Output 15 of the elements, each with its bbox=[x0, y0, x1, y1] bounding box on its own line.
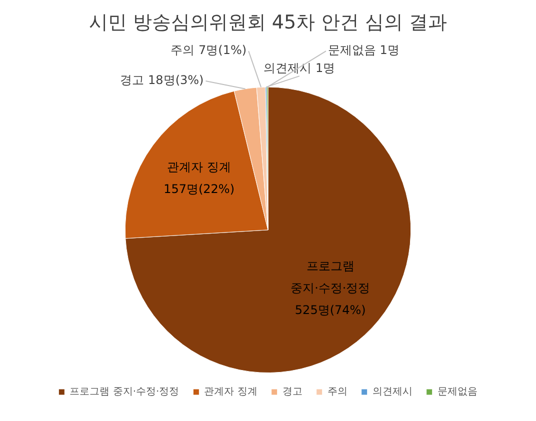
chart-title: 시민 방송심의위원회 45차 안건 심의 결과 bbox=[88, 11, 448, 34]
slice-label: 관계자 징계 bbox=[167, 160, 231, 174]
category-label: 의견제시 1명 bbox=[264, 61, 336, 76]
data-label: 157명(22%) bbox=[164, 182, 235, 196]
category-label: 경고 18명(3%) bbox=[120, 73, 204, 88]
legend-label: 문제없음 bbox=[437, 386, 478, 398]
legend-label: 프로그램 중지·수정·정정 bbox=[70, 386, 180, 398]
slice-label: 프로그램 중지·수정·정정 bbox=[290, 258, 370, 295]
data-label: 525명(74%) bbox=[294, 302, 366, 317]
legend-label: 경고 bbox=[282, 386, 302, 398]
legend-label: 관계자 징계 bbox=[204, 386, 258, 398]
legend-label: 의견제시 bbox=[372, 386, 412, 398]
category-label: 문제없음 1명 bbox=[328, 43, 400, 58]
legend-label: 주의 bbox=[327, 386, 348, 398]
category-label: 주의 7명(1%) bbox=[170, 43, 247, 58]
